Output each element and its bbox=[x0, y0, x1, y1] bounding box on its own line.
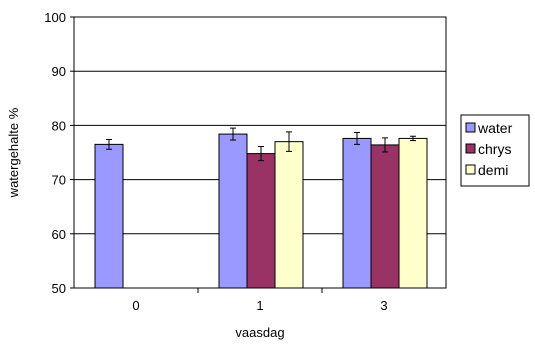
y-tick-label: 80 bbox=[52, 118, 66, 133]
bar-chrys-3 bbox=[370, 144, 400, 289]
error-bars-group bbox=[106, 127, 416, 162]
x-tick-label: 0 bbox=[132, 298, 139, 313]
y-tick-labels: 50 60 70 80 90 100 bbox=[44, 10, 66, 296]
legend-swatch-demi bbox=[465, 164, 476, 175]
bar-water-0 bbox=[94, 143, 124, 289]
bar-chrys-1 bbox=[246, 153, 276, 289]
y-tick-label: 70 bbox=[52, 173, 66, 188]
x-tick-label: 1 bbox=[256, 298, 263, 313]
bar-water-1 bbox=[218, 133, 248, 289]
y-tick-label: 60 bbox=[52, 227, 66, 242]
x-tick-label: 3 bbox=[380, 298, 387, 313]
axes-group bbox=[70, 16, 447, 293]
x-axis-title: vaasdag bbox=[235, 325, 284, 340]
y-axis-title: watergehalte % bbox=[6, 107, 21, 198]
bar-water-3 bbox=[342, 137, 372, 289]
bar-demi-1 bbox=[274, 141, 304, 289]
legend-label-chrys: chrys bbox=[478, 141, 511, 157]
y-tick-label: 90 bbox=[52, 64, 66, 79]
legend-label-water: water bbox=[477, 120, 513, 136]
y-tick-label: 50 bbox=[52, 281, 66, 296]
x-tick-labels: 0 1 3 bbox=[132, 298, 387, 313]
legend: water chrys demi bbox=[460, 114, 530, 187]
plot-frame bbox=[73, 16, 447, 289]
y-tick-label: 100 bbox=[44, 10, 66, 25]
bar-demi-3 bbox=[398, 137, 428, 289]
legend-label-demi: demi bbox=[478, 162, 508, 178]
legend-swatch-chrys bbox=[465, 143, 476, 154]
legend-swatch-water bbox=[465, 122, 476, 133]
